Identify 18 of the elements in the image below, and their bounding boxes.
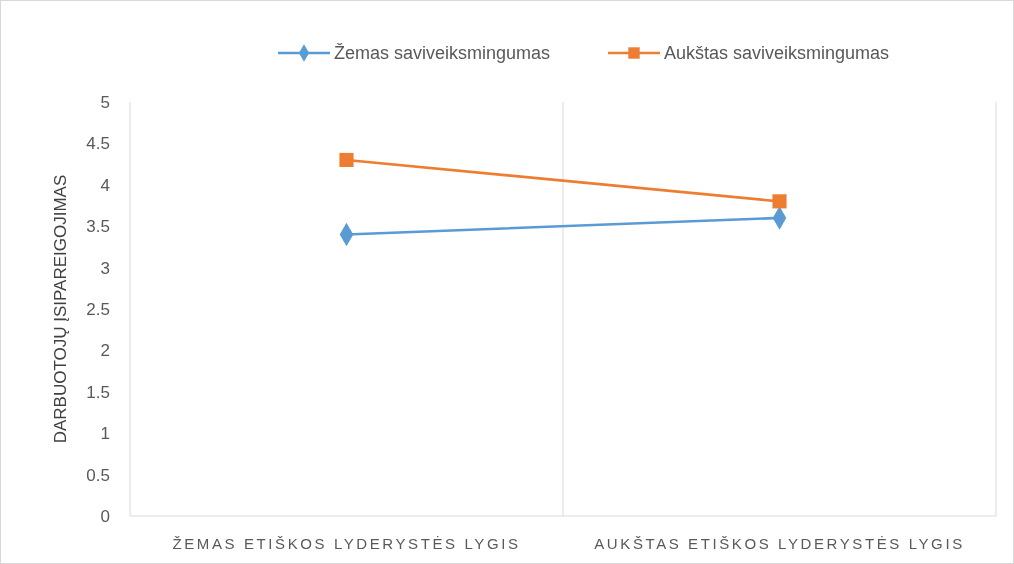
legend-label: Aukštas saviveiksmingumas	[664, 43, 890, 64]
y-tick-label: 0	[100, 506, 110, 526]
y-tick-label: 1	[100, 424, 110, 444]
y-axis-title: DARBUOTOJŲ ĮSIPAREIGOJIMAS	[51, 174, 70, 444]
y-tick-label: 5	[100, 92, 110, 112]
y-tick-label: 2	[100, 341, 110, 361]
point	[772, 194, 787, 209]
y-tick-label: 0.5	[86, 465, 110, 485]
x-tick-label: AUKŠTAS ETIŠKOS LYDERYSTĖS LYGIS	[594, 535, 965, 552]
y-tick-label: 4.5	[86, 134, 110, 154]
legend-label: Žemas saviveiksmingumas	[334, 43, 551, 64]
y-tick-label: 3.5	[86, 217, 110, 237]
y-tick-label: 4	[100, 175, 110, 195]
y-tick-label: 1.5	[86, 382, 110, 402]
x-tick-label: ŽEMAS ETIŠKOS LYDERYSTĖS LYGIS	[172, 535, 521, 552]
point	[339, 152, 354, 168]
y-tick-label: 2.5	[86, 299, 110, 319]
y-tick-label: 3	[100, 258, 110, 278]
